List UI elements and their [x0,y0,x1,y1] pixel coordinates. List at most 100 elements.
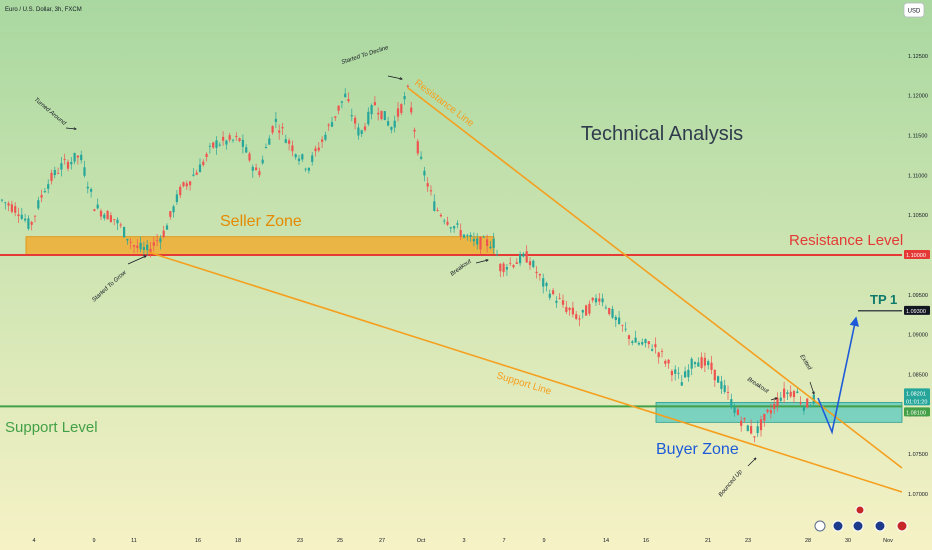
price-tick-label: 1.11500 [908,134,927,140]
candle-body [390,127,393,130]
candle-body [585,305,588,316]
candle-body [495,254,499,256]
time-tick-label: 23 [745,538,751,544]
candle-body [27,218,30,229]
candle-body [776,397,779,406]
candle-body [241,139,244,147]
price-tick-label: 1.10500 [908,213,928,219]
time-tick-label: 27 [379,538,385,544]
time-tick-label: 3 [462,538,465,544]
candle-body [288,140,291,144]
candle-body [215,140,218,148]
candle-body [327,124,330,126]
candle-body [476,238,479,245]
price-tag [904,388,930,398]
candle-body [492,238,495,248]
candle-body [380,110,383,120]
candle-body [453,226,456,229]
flag-us-icon[interactable] [896,520,908,532]
candle-body [684,371,687,378]
candle-body [598,298,601,302]
price-tag-label: 01:01:20 [906,399,927,405]
candle-body [30,222,33,225]
time-tick-label: 7 [502,538,505,544]
candle-body [604,307,607,309]
candle-body [812,394,815,404]
candle-body [730,399,733,408]
candle-body [57,172,60,174]
buyer-zone-label: Buyer Zone [656,441,739,458]
candle-body [436,210,439,212]
price-tick-label: 1.09500 [908,293,928,299]
candle-body [459,230,462,237]
candle-body [631,341,634,343]
candle-body [307,167,310,171]
candle-body [677,372,680,374]
flag-us-icon[interactable] [874,520,886,532]
candle-body [568,307,571,311]
economic-events[interactable] [814,505,908,532]
candle-body [119,224,122,226]
candle-body [90,189,93,192]
candle-body [17,214,20,217]
candle-body [792,391,796,398]
candle-body [439,214,442,217]
currency-button[interactable]: USD [903,2,925,18]
candle-body [354,117,357,124]
candle-body [337,105,340,111]
candle-body [169,211,172,217]
currency-label: USD [908,9,921,15]
candle-body [261,159,264,164]
candle-body [479,236,482,250]
event-icon[interactable] [814,520,826,532]
candle-body [674,369,677,374]
time-tick-label: 16 [195,538,201,544]
candle-body [340,101,343,103]
candle-body [733,407,736,413]
candle-body [274,118,277,122]
candle-body [707,361,710,366]
candle-body [96,204,99,209]
candle-body [769,410,772,414]
candle-body [4,202,7,204]
candle-body [106,211,109,220]
candle-body [618,317,621,324]
candle-body [165,225,169,230]
time-axis[interactable]: 4 9 11 16 18 23 25 27 Oct 3 7 9 14 16 21 23 28 30 Nov [32,538,893,544]
candle-body [43,191,46,193]
candle-body [528,261,532,266]
candle-body [172,206,175,213]
candle-body [746,425,749,432]
candle-body [304,168,307,170]
flag-us-icon[interactable] [852,520,864,532]
flag-us-icon[interactable] [832,520,844,532]
candle-body [720,381,723,389]
candle-body [271,125,274,133]
candle-body [710,362,713,370]
candle-body [231,139,235,141]
candle-body [152,242,155,246]
candle-body [410,107,413,113]
candle-body [113,218,116,220]
price-tick-label: 1.07000 [908,492,928,498]
candle-body [565,307,568,312]
candle-body [736,409,739,415]
candle-body [344,93,347,98]
candle-body [33,215,37,217]
candle-body [571,307,574,315]
candle-body [763,413,766,421]
time-tick-label: 16 [643,538,649,544]
candle-body [159,238,162,243]
price-tag-label: 1.08100 [906,410,926,416]
candle-body [522,253,525,257]
candle-body [486,239,489,246]
candle-body [83,167,86,176]
flag-us-icon[interactable] [855,505,865,515]
candle-body [301,154,304,160]
candle-body [195,172,198,175]
candle-body [502,263,505,273]
candle-body [581,309,584,313]
time-tick-label: Nov [883,538,893,544]
